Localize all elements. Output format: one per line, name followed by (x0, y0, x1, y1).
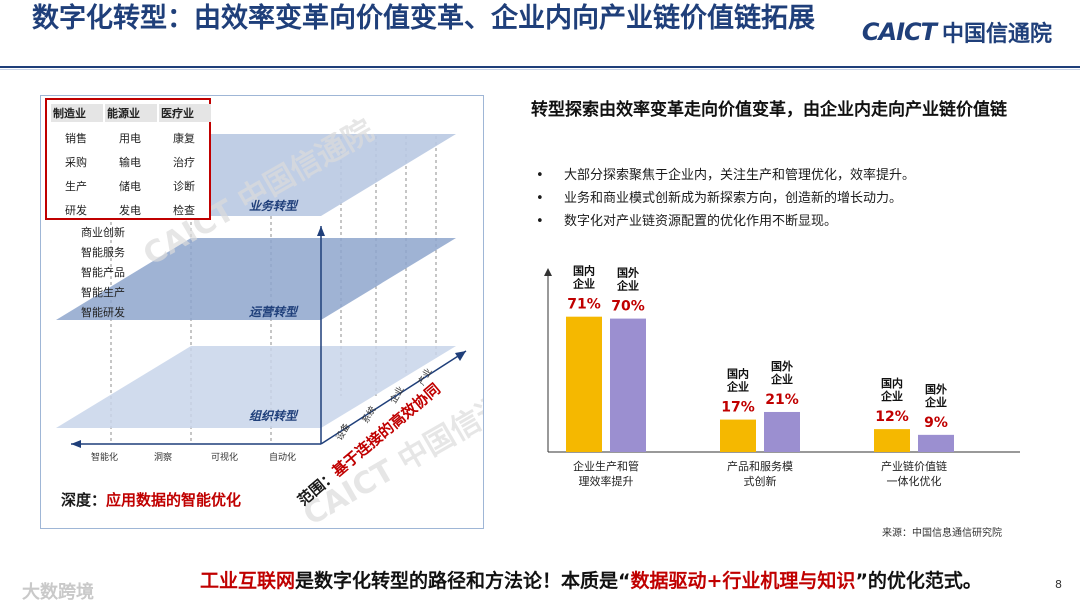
bar-value-label: 12% (875, 409, 909, 425)
transformation-diagram: CAICT 中国信通院 CAICT 中国信通院 业务转型 运营转型 组织转型 智… (40, 95, 484, 529)
category-label: 理效率提升 (579, 474, 634, 488)
depth-value: 应用数据的智能优化 (106, 491, 242, 509)
industry-column: 医疗业 康复 治疗 诊断 检查 (159, 104, 211, 218)
page-title: 数字化转型：由效率变革向价值变革、企业内向产业链价值链拓展 (32, 3, 815, 34)
function-item: 智能研发 (81, 306, 125, 319)
layer-label-organization: 组织转型 (249, 409, 299, 423)
industry-item: 康复 (173, 132, 195, 145)
industry-header: 医疗业 (159, 104, 211, 122)
header-divider (0, 66, 1080, 68)
industry-item: 诊断 (173, 180, 195, 193)
category-label: 一体化优化 (887, 474, 942, 488)
depth-caption: 深度：应用数据的智能优化 (61, 489, 241, 510)
source-note: 来源：中国信息通信研究院 (882, 528, 1002, 539)
bullet-list: 大部分探索聚焦于企业内，关注生产和管理优化，效率提升。 业务和商业模式创新成为新… (534, 164, 1054, 233)
function-item: 智能生产 (81, 286, 125, 299)
bullet-item: 大部分探索聚焦于企业内，关注生产和管理优化，效率提升。 (534, 164, 1054, 187)
series-label: 企业 (616, 279, 639, 293)
category-label: 式创新 (744, 474, 777, 488)
bar-foreign (764, 411, 800, 452)
x-axis-label-2: 可视化 (211, 451, 238, 463)
bar-chart: 71%国内企业70%国外企业企业生产和管理效率提升17%国内企业21%国外企业产… (544, 264, 1020, 488)
function-item: 商业创新 (81, 226, 125, 239)
x-axis-label-3: 自动化 (269, 451, 296, 463)
bullet-item: 数字化对产业链资源配置的优化作用不断显现。 (534, 210, 1054, 233)
bar-value-label: 17% (721, 400, 755, 416)
plane-operation (56, 238, 456, 320)
industry-item: 检查 (173, 204, 195, 217)
bar-value-label: 21% (765, 392, 799, 408)
category-label: 产业链价值链 (881, 459, 947, 473)
section-subheading: 转型探索由效率变革走向价值变革，由企业内走向产业链价值链 (531, 100, 1007, 120)
corner-watermark: 大数跨境 (22, 582, 94, 603)
series-label: 企业 (880, 389, 903, 403)
depth-label: 深度： (61, 491, 107, 509)
industry-item: 发电 (119, 204, 141, 217)
industry-item: 销售 (65, 132, 87, 145)
industry-header: 制造业 (51, 104, 103, 122)
footer-highlight-2: 数据驱动+行业机理与知识 (630, 570, 856, 592)
industry-header: 能源业 (105, 104, 157, 122)
bar-value-label: 70% (611, 299, 645, 315)
function-item: 智能服务 (81, 246, 125, 259)
industries-box: 制造业 销售 采购 生产 研发 能源业 用电 输电 储电 发电 医疗业 康复 治… (45, 98, 211, 220)
series-label: 国内 (881, 376, 903, 390)
diag-axis-label-0: 设备 (333, 421, 352, 443)
industry-item: 输电 (119, 156, 141, 169)
series-label: 国外 (925, 382, 947, 396)
category-label: 产品和服务模 (727, 459, 793, 473)
footer-highlight-1: 工业互联网 (200, 570, 296, 592)
industry-column: 能源业 用电 输电 储电 发电 (105, 104, 157, 218)
page-number: 8 (1055, 578, 1062, 591)
industry-item: 治疗 (173, 156, 195, 169)
industry-item: 采购 (65, 156, 87, 169)
layer-label-business: 业务转型 (249, 199, 299, 213)
bar-value-label: 9% (924, 415, 948, 431)
logo-en: CAICT (861, 18, 937, 46)
x-axis-label-0: 智能化 (91, 451, 118, 463)
industry-item: 用电 (119, 132, 141, 145)
industry-item: 储电 (119, 180, 141, 193)
industry-column: 制造业 销售 采购 生产 研发 (51, 104, 103, 218)
series-label: 企业 (770, 372, 793, 386)
series-label: 国外 (771, 359, 793, 373)
bar-domestic (720, 419, 756, 452)
footer-text-2: ”的优化范式。 (855, 570, 982, 592)
plane-organization (56, 346, 456, 428)
y-axis-arrow (544, 268, 552, 276)
logo-cn: 中国信通院 (941, 22, 1052, 47)
series-label: 企业 (572, 277, 595, 291)
bar-value-label: 71% (567, 297, 601, 313)
bullet-item: 业务和商业模式创新成为新探索方向，创造新的增长动力。 (534, 187, 1054, 210)
series-label: 国外 (617, 266, 639, 280)
industry-item: 生产 (65, 180, 87, 193)
layer-label-operation: 运营转型 (249, 305, 299, 319)
header-divider-thin (0, 69, 1080, 70)
footer-text-1: 是数字化转型的路径和方法论！本质是“ (295, 570, 631, 592)
category-label: 企业生产和管 (573, 459, 639, 473)
bar-foreign (610, 318, 646, 452)
series-label: 国内 (727, 367, 749, 381)
industry-item: 研发 (65, 204, 87, 217)
footer-statement: 工业互联网是数字化转型的路径和方法论！本质是“数据驱动+行业机理与知识”的优化范… (200, 566, 982, 593)
series-label: 国内 (573, 264, 595, 278)
x-axis-label-1: 洞察 (154, 451, 172, 463)
series-label: 企业 (924, 395, 947, 409)
series-label: 企业 (726, 380, 749, 394)
function-item: 智能产品 (81, 266, 125, 279)
diag-axis-label-1: 系统 (359, 404, 378, 426)
bar-domestic (566, 316, 602, 452)
caict-logo: CAICT 中国信通院 (862, 16, 1052, 48)
bar-domestic (874, 429, 910, 452)
bar-foreign (918, 434, 954, 452)
